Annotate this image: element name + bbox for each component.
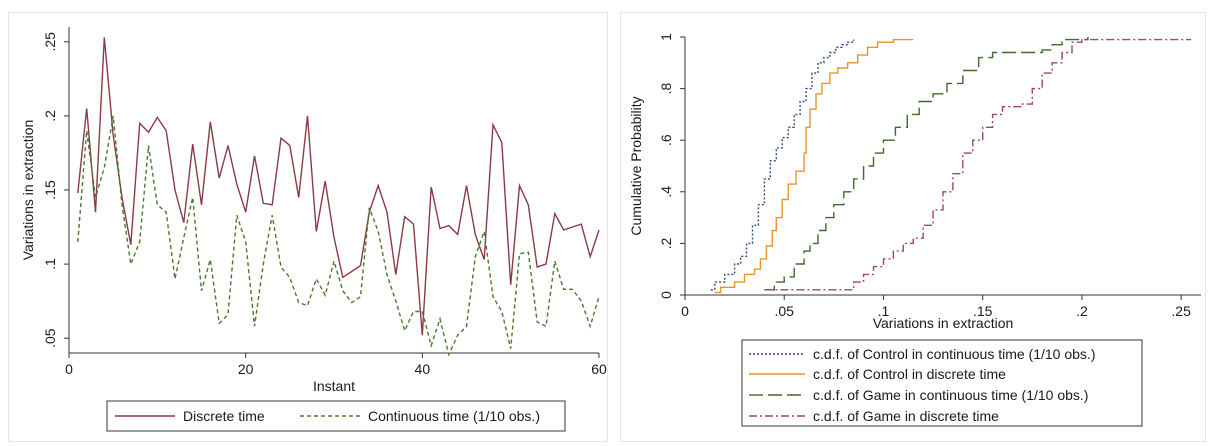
time-series-panel: .05 .1 .15 .2 .25 0 20 40 60 Instant Variations in… bbox=[8, 12, 608, 442]
series-line bbox=[764, 37, 1089, 291]
y-tick-label: 0 bbox=[658, 291, 674, 299]
y-tick-label: .2 bbox=[658, 237, 674, 249]
y-tick-label: .25 bbox=[42, 32, 58, 52]
legend-label: c.d.f. of Control in discrete time bbox=[813, 366, 1006, 382]
x-tick-label: .1 bbox=[878, 303, 890, 319]
x-tick-label: 60 bbox=[591, 361, 607, 377]
series-line bbox=[764, 38, 1192, 291]
y-tick-label: .4 bbox=[658, 186, 674, 198]
cdf-panel: 0 .2 .4 .6 .8 1 0 .05 .1 .15 .2 .25 Variations in ex… bbox=[620, 12, 1206, 442]
x-axis-label: Variations in extraction bbox=[873, 315, 1014, 331]
series-line bbox=[77, 37, 600, 336]
x-tick-label: 20 bbox=[238, 361, 254, 377]
series-line bbox=[714, 38, 914, 294]
cdf-chart: 0 .2 .4 .6 .8 1 0 .05 .1 .15 .2 .25 Variations in ex… bbox=[628, 33, 1201, 427]
x-tick-label: .05 bbox=[774, 303, 794, 319]
y-axis-label: Variations in extraction bbox=[20, 120, 36, 261]
y-tick-label: .6 bbox=[658, 134, 674, 146]
y-tick-label: .15 bbox=[42, 180, 58, 200]
x-tick-label: 0 bbox=[65, 361, 73, 377]
legend-label: Continuous time (1/10 obs.) bbox=[368, 408, 540, 424]
series-line bbox=[77, 115, 600, 357]
x-axis-label: Instant bbox=[313, 378, 355, 394]
x-tick-label: .2 bbox=[1076, 303, 1088, 319]
legend-label: c.d.f. of Game in discrete time bbox=[813, 408, 999, 424]
y-tick-label: .2 bbox=[42, 110, 58, 122]
x-tick-label: .15 bbox=[973, 303, 993, 319]
y-tick-label: .8 bbox=[658, 83, 674, 95]
legend-label: c.d.f. of Control in continuous time (1/… bbox=[813, 346, 1095, 362]
time-series-chart: .05 .1 .15 .2 .25 0 20 40 60 Instant Variations in… bbox=[20, 27, 607, 432]
series-line bbox=[710, 39, 855, 291]
x-tick-label: 40 bbox=[415, 361, 431, 377]
legend-box bbox=[741, 339, 1143, 427]
y-axis-label: Cumulative Probability bbox=[628, 96, 644, 235]
legend-label: c.d.f. of Game in continuous time (1/10 … bbox=[813, 387, 1088, 403]
y-tick-label: .05 bbox=[42, 328, 58, 348]
y-tick-label: .1 bbox=[42, 258, 58, 270]
x-tick-label: 0 bbox=[681, 303, 689, 319]
x-tick-label: .25 bbox=[1171, 303, 1191, 319]
y-tick-label: 1 bbox=[658, 33, 674, 41]
legend-label: Discrete time bbox=[183, 408, 265, 424]
